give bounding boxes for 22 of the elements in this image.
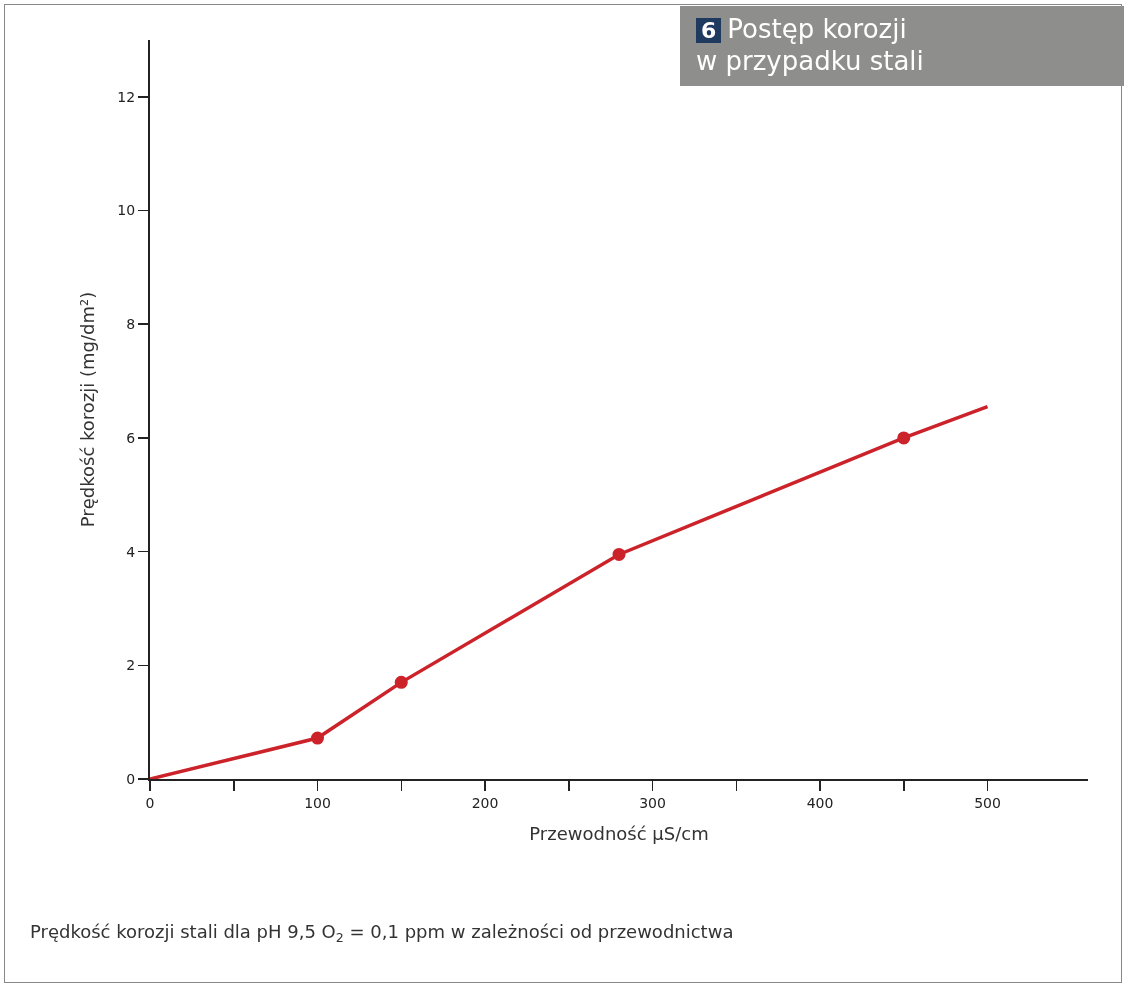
x-tick-label: 100 — [304, 794, 331, 811]
y-tick-label: 4 — [126, 543, 136, 560]
text: Prędkość korozji stali dla pH 9,5 O$_{2}$ = 0,1 ppm w zależności od przewodnictwa — [30, 921, 734, 945]
line-series — [150, 404, 990, 779]
x-tick-label: 200 — [471, 794, 499, 811]
x-tick-label: 500 — [974, 794, 1001, 811]
point — [394, 675, 408, 689]
y-tick-label: 0 — [126, 770, 136, 787]
point — [612, 547, 626, 561]
y-tick-label: 10 — [117, 202, 136, 219]
y-axis-title: Prędkość korozji (mg/dm²) — [77, 291, 99, 528]
x-axis-title: Przewodność μS/cm — [529, 823, 709, 845]
y-tick-label: 12 — [117, 88, 136, 105]
y-tick-label: 6 — [126, 429, 136, 446]
x-tick-label: 0 — [145, 794, 155, 811]
y-tick-label: 8 — [126, 316, 136, 333]
x-tick-label: 300 — [639, 794, 666, 811]
point — [311, 731, 324, 745]
point — [897, 431, 911, 445]
y-tick-label: 2 — [126, 657, 136, 674]
title-panel: 6 Postęp korozji w przypadku stali — [680, 6, 1124, 86]
x-tick-label: 400 — [806, 794, 834, 811]
